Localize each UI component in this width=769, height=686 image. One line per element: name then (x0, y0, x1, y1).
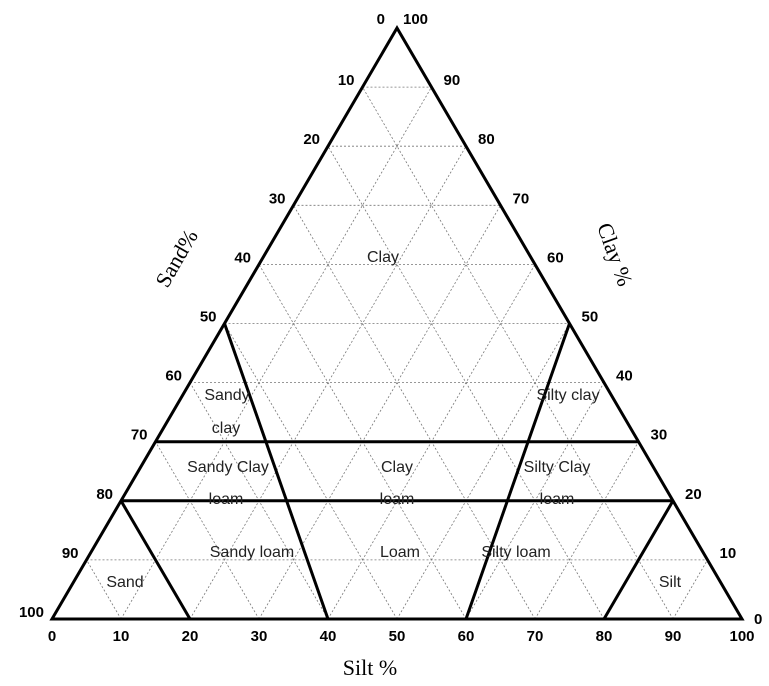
sand-axis-title: Sand% (150, 225, 203, 291)
region-label-clay-loam: loam (380, 491, 415, 508)
silt-tick-label: 70 (527, 628, 544, 645)
clay-tick-label: 40 (616, 368, 633, 385)
silt-axis-title: Silt % (343, 655, 397, 680)
region-label-sandy-clay: clay (212, 420, 240, 437)
region-label-silty-clay: Silty clay (536, 387, 599, 404)
region-label-sandy-loam: Sandy loam (210, 544, 295, 561)
region-label-sandy-clay-loam: loam (209, 491, 244, 508)
triangle-frame (49, 25, 745, 621)
region-labels: Clay Sandy clay Silty clay Sandy Clay loam Cla… (106, 249, 681, 591)
grid-line-ascending (120, 86, 432, 620)
boundary-right-50 (464, 323, 571, 620)
region-label-loam: Loam (380, 544, 420, 561)
clay-tick-label: 20 (685, 486, 702, 503)
boundary-sand-edge (119, 500, 192, 620)
region-label-sandy-clay: Sandy (204, 387, 249, 404)
clay-tick-label: 30 (651, 427, 668, 444)
silt-tick-label: 0 (48, 628, 56, 645)
boundary-silt-edge (602, 500, 675, 620)
region-label-silty-clay-loam: loam (540, 491, 575, 508)
clay-tick-label: 0 (754, 611, 762, 628)
clay-tick-label: 10 (720, 545, 737, 562)
silt-tick-label: 90 (665, 628, 682, 645)
silt-tick-label: 20 (182, 628, 199, 645)
clay-tick-label: 60 (547, 249, 564, 266)
sand-tick-label: 70 (131, 427, 148, 444)
grid-line-ascending (672, 559, 708, 620)
region-label-silty-loam: Silty loam (481, 544, 550, 561)
sand-tick-label: 20 (303, 131, 320, 148)
silt-tick-label: 10 (113, 628, 130, 645)
silt-tick-label: 50 (389, 628, 406, 645)
clay-tick-label: 80 (478, 131, 495, 148)
sand-tick-label: 80 (96, 486, 113, 503)
grid-line-descending (86, 559, 122, 620)
boundary-left-50 (223, 323, 330, 620)
silt-tick-label: 60 (458, 628, 475, 645)
clay-tick-label: 90 (444, 72, 461, 89)
clay-axis-title: Clay % (592, 219, 638, 289)
grid-line-descending (327, 145, 605, 620)
silt-tick-label: 30 (251, 628, 268, 645)
sand-tick-label: 0 (377, 11, 385, 28)
grid-lines (86, 86, 708, 620)
region-label-sandy-clay-loam: Sandy Clay (187, 459, 269, 476)
clay-tick-label: 50 (582, 309, 599, 326)
sand-tick-label: 100 (19, 604, 44, 621)
clay-tick-label: 100 (403, 11, 428, 28)
class-boundaries (119, 323, 675, 620)
sand-tick-label: 10 (338, 72, 355, 89)
region-label-silt: Silt (659, 574, 682, 591)
sand-tick-label: 50 (200, 309, 217, 326)
silt-tick-label: 100 (729, 628, 754, 645)
silt-tick-label: 40 (320, 628, 337, 645)
region-label-clay: Clay (367, 249, 399, 266)
clay-tick-label: 70 (513, 190, 530, 207)
sand-tick-label: 60 (165, 368, 182, 385)
sand-tick-label: 30 (269, 190, 286, 207)
grid-line-descending (224, 323, 398, 620)
region-label-sand: Sand (106, 574, 143, 591)
silt-tick-label: 80 (596, 628, 613, 645)
tick-labels: 0 10 20 30 40 50 60 70 80 90 100010203040506070809… (19, 11, 762, 645)
sand-tick-label: 90 (62, 545, 79, 562)
region-label-silty-clay-loam: Silty Clay (524, 459, 591, 476)
grid-line-ascending (396, 323, 570, 620)
region-label-clay-loam: Clay (381, 459, 413, 476)
grid-line-descending (362, 86, 674, 620)
sand-tick-label: 40 (234, 249, 251, 266)
